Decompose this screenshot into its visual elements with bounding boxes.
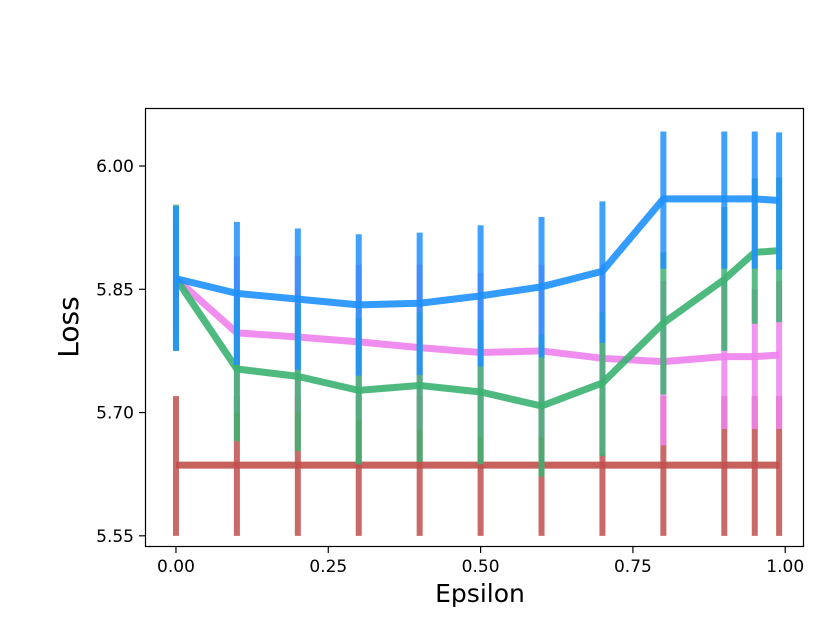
x-tick-label: 1.00 xyxy=(766,557,804,577)
plot-frame xyxy=(144,107,805,548)
x-axis-label: Epsilon xyxy=(435,579,525,608)
y-axis-ticks: 5.55 5.70 5.85 6.00 xyxy=(96,157,146,547)
x-tick-label: 0.50 xyxy=(462,557,500,577)
x-tick-label: 0.25 xyxy=(309,557,347,577)
series-0 xyxy=(172,396,783,536)
y-tick-label: 5.70 xyxy=(96,404,134,424)
x-tick-label: 0.75 xyxy=(614,557,652,577)
series-2-line xyxy=(173,247,780,410)
series-layer xyxy=(172,131,783,536)
series-1-line xyxy=(173,275,780,366)
series-3-line xyxy=(175,195,780,309)
x-tick-label: 0.00 xyxy=(157,557,195,577)
series-2 xyxy=(172,177,783,477)
series-1 xyxy=(172,223,783,454)
y-tick-label: 5.85 xyxy=(96,280,134,300)
x-axis-ticks: 0.00 0.25 0.50 0.75 1.00 xyxy=(157,546,804,577)
series-3 xyxy=(172,131,783,376)
y-tick-label: 5.55 xyxy=(96,527,134,547)
y-tick-label: 6.00 xyxy=(96,157,134,177)
y-axis-label: Loss xyxy=(52,296,85,357)
